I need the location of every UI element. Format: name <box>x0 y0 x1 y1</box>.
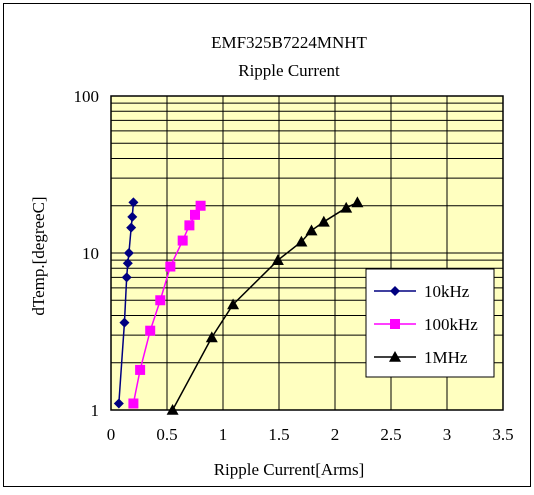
data-point <box>340 201 353 213</box>
data-point <box>190 209 200 220</box>
x-tick-label: 2 <box>331 425 340 444</box>
data-point <box>177 235 188 246</box>
data-point <box>123 248 134 258</box>
chart-title: EMF325B7224MNHT <box>211 33 367 52</box>
legend-marker <box>389 351 401 362</box>
data-point <box>351 196 364 208</box>
data-point <box>128 197 139 208</box>
legend-item: 100kHz <box>374 315 478 334</box>
legend: 10kHz 100kHz 1MHz <box>365 268 495 378</box>
data-point <box>113 398 124 409</box>
legend-item: 10kHz <box>374 282 470 301</box>
data-point <box>184 220 195 231</box>
legend-box <box>365 268 495 378</box>
series-1MHz <box>166 196 364 415</box>
data-point <box>166 404 179 415</box>
x-tick-label: 1.5 <box>268 425 289 444</box>
y-tick-label: 10 <box>82 244 99 263</box>
data-point <box>165 261 176 272</box>
data-point <box>317 215 330 227</box>
series-10kHz <box>113 197 139 409</box>
y-axis-label: dTemp.[degreeC] <box>29 196 48 315</box>
data-point <box>127 211 138 222</box>
y-tick-label: 100 <box>74 87 100 106</box>
x-tick-label: 3.5 <box>492 425 513 444</box>
data-point <box>271 254 284 265</box>
plot-area: 0 0.5 1 1.5 2 2.5 3 3.5 1 10 100 10kHz 100kHz 1MHz <box>74 87 514 444</box>
data-point <box>155 295 166 306</box>
legend-label: 100kHz <box>424 315 478 334</box>
y-tick-label: 1 <box>91 401 100 420</box>
data-point <box>227 298 240 310</box>
x-axis-label: Ripple Current[Arms] <box>214 460 365 479</box>
series-100kHz <box>128 200 206 409</box>
data-point <box>195 200 206 211</box>
data-point <box>122 258 133 269</box>
data-point <box>305 224 318 236</box>
x-tick-label: 0 <box>107 425 116 444</box>
x-tick-label: 1 <box>219 425 228 444</box>
x-tick-label: 0.5 <box>156 425 177 444</box>
chart-subtitle: Ripple Current <box>238 61 340 80</box>
data-point <box>145 325 156 336</box>
legend-label: 10kHz <box>424 282 470 301</box>
data-point <box>135 364 146 375</box>
data-point <box>128 398 139 409</box>
legend-marker <box>390 319 400 329</box>
data-point <box>126 222 137 233</box>
x-tick-label: 2.5 <box>380 425 401 444</box>
plot-border <box>110 95 504 411</box>
data-point <box>205 331 218 343</box>
legend-marker <box>390 286 400 296</box>
data-point <box>119 317 130 328</box>
legend-item: 1MHz <box>374 348 468 367</box>
x-tick-label: 3 <box>443 425 452 444</box>
data-point <box>295 235 308 247</box>
legend-label: 1MHz <box>424 348 468 367</box>
data-point <box>121 272 132 283</box>
